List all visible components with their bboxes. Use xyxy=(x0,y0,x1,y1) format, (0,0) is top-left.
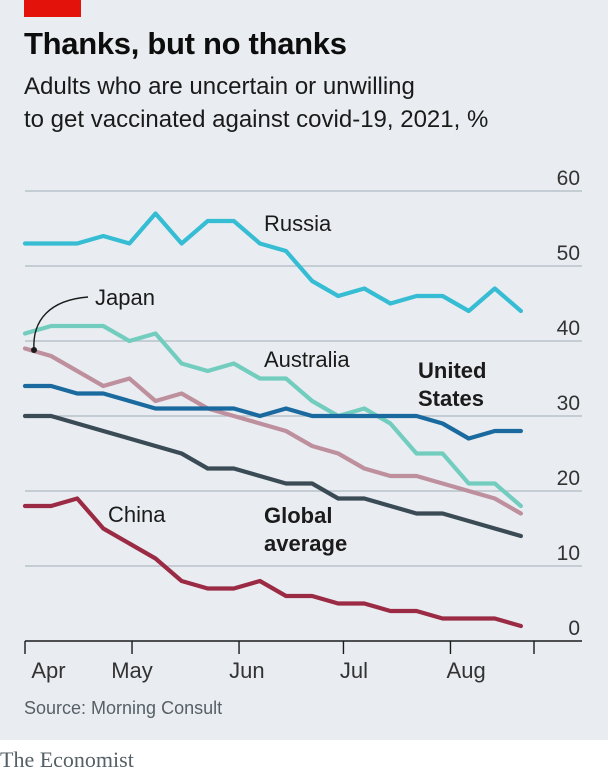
economist-logo-text: The Economist xyxy=(0,747,134,772)
label-united-states-line1: United xyxy=(418,358,486,383)
chart-panel xyxy=(0,0,608,740)
subtitle-line-2: to get vaccinated against covid-19, 2021… xyxy=(24,106,489,133)
brand-red-tag xyxy=(24,0,81,17)
label-russia: Russia xyxy=(264,211,332,236)
y-tick-label-20: 20 xyxy=(557,467,580,490)
y-tick-label-0: 0 xyxy=(568,617,580,640)
series-line-japan xyxy=(22,346,524,516)
line-chart: 0 10 20 30 40 50 60 Apr May Jun Jul Aug Russia Japan A… xyxy=(22,167,582,683)
x-tick-label-apr: Apr xyxy=(31,658,65,683)
japan-leader-line xyxy=(33,296,89,351)
series-line-china xyxy=(22,496,524,629)
chart-title: Thanks, but no thanks xyxy=(24,26,347,61)
japan-leader-dot xyxy=(31,347,37,353)
label-australia: Australia xyxy=(264,347,350,372)
label-united-states-line2: States xyxy=(418,386,484,411)
label-japan: Japan xyxy=(95,285,155,310)
y-tick-label-30: 30 xyxy=(557,392,580,415)
label-global-line2: average xyxy=(264,531,347,556)
x-tick-label-aug: Aug xyxy=(447,658,486,683)
y-tick-label-50: 50 xyxy=(557,242,580,265)
chart-subtitle: Adults who are uncertain or unwilling to… xyxy=(24,70,604,136)
series-line-australia xyxy=(22,323,524,509)
source-note: Source: Morning Consult xyxy=(24,698,223,718)
label-global-line1: Global xyxy=(264,503,332,528)
series-line-global-average xyxy=(22,413,524,539)
x-tick-label-jul: Jul xyxy=(340,658,368,683)
x-tick-label-may: May xyxy=(111,658,153,683)
series-line-russia xyxy=(22,211,524,314)
y-tick-label-40: 40 xyxy=(557,317,580,340)
subtitle-line-1: Adults who are uncertain or unwilling xyxy=(24,73,415,100)
series-line-united-states xyxy=(22,383,524,441)
x-tick-label-jun: Jun xyxy=(229,658,264,683)
y-tick-label-60: 60 xyxy=(557,167,580,190)
y-tick-label-10: 10 xyxy=(557,542,580,565)
label-china: China xyxy=(108,502,166,527)
